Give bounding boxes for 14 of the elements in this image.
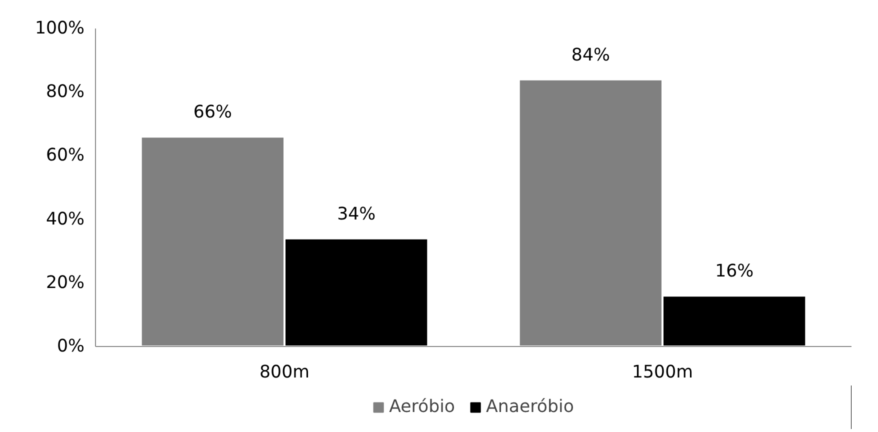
data-label: 84%	[571, 45, 610, 66]
x-tick-label: 800m	[260, 362, 310, 382]
legend-label: Anaeróbio	[486, 397, 574, 417]
y-tick-label: 100%	[34, 18, 85, 38]
x-tick-label: 1500m	[632, 362, 693, 382]
data-label: 66%	[193, 102, 232, 123]
y-tick-label: 40%	[46, 209, 84, 230]
data-label: 34%	[337, 204, 376, 224]
y-tick-label: 0%	[57, 336, 85, 356]
data-label: 16%	[715, 262, 754, 282]
legend-label: Aeróbio	[389, 397, 456, 417]
y-tick-label: 20%	[46, 272, 84, 293]
y-tick-label: 80%	[46, 82, 84, 102]
y-tick-label: 60%	[46, 146, 84, 166]
